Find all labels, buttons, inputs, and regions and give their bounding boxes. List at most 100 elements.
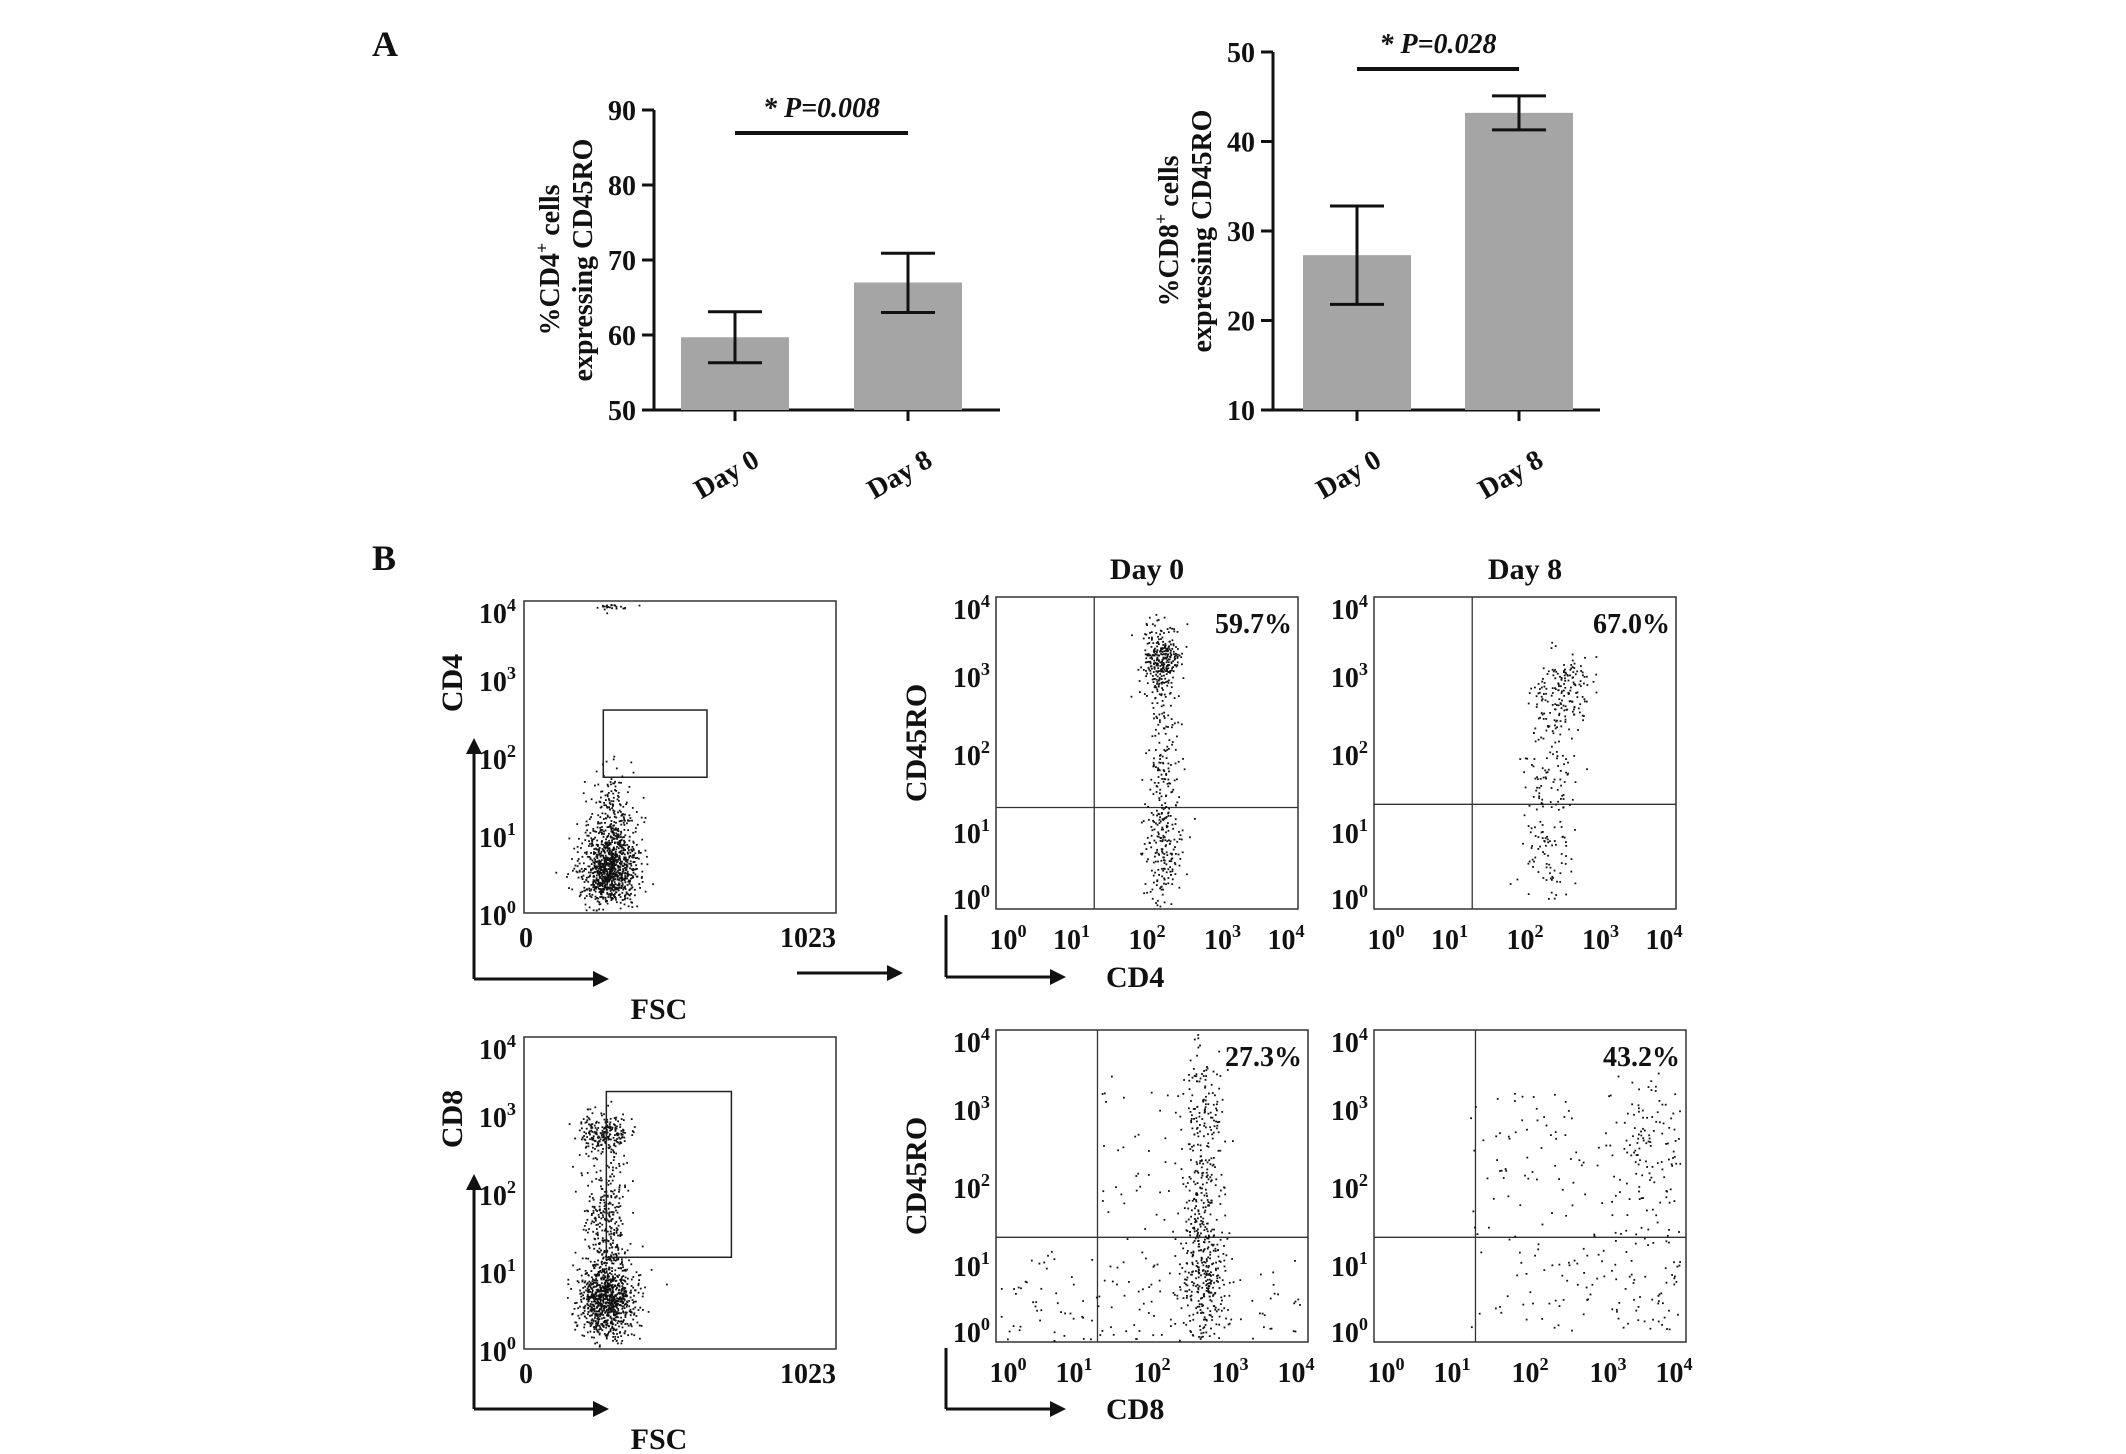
scatter-point: [1043, 1261, 1046, 1264]
scatter-point: [1575, 1151, 1578, 1154]
scatter-point: [610, 800, 613, 803]
scatter-point: [599, 1303, 602, 1306]
scatter-point: [622, 805, 625, 808]
scatter-point: [1530, 687, 1533, 690]
scatter-point: [1176, 735, 1178, 738]
scatter-point: [1208, 1092, 1210, 1095]
scatter-point: [604, 1334, 607, 1337]
scatter-point: [1201, 1073, 1203, 1075]
scatter-point: [1670, 1163, 1673, 1166]
scatter-point: [1162, 761, 1164, 764]
scatter-point: [1201, 1118, 1204, 1120]
scatter-point: [1676, 1265, 1679, 1268]
scatter-point: [1156, 880, 1158, 883]
scatter-point: [1232, 1140, 1234, 1142]
scatter-point: [1630, 1260, 1633, 1262]
scatter-point: [1164, 677, 1167, 680]
scatter-point: [604, 1131, 606, 1133]
scatter-point: [1535, 706, 1538, 708]
scatter-point: [615, 1167, 618, 1169]
scatter-point: [1195, 1199, 1197, 1201]
scatter-point: [1152, 861, 1155, 864]
scatter-point: [1211, 1228, 1214, 1231]
scatter-point: [615, 1279, 618, 1282]
scatter-point: [601, 1133, 604, 1136]
scatter-point: [591, 1308, 594, 1311]
scatter-point: [1652, 1130, 1655, 1132]
scatter-point: [629, 898, 632, 901]
scatter-point: [1668, 1309, 1670, 1312]
scatter-point: [1576, 691, 1579, 694]
scatter-point: [610, 1162, 612, 1164]
scatter-point: [614, 837, 616, 840]
scatter-point: [1192, 1227, 1194, 1229]
scatter-point: [592, 838, 595, 841]
scatter-point: [1223, 1307, 1226, 1310]
scatter-point: [605, 1287, 608, 1290]
scatter-point: [1166, 628, 1169, 630]
scatter-point: [605, 1296, 608, 1298]
scatter-point: [639, 887, 641, 889]
scatter-point: [1171, 790, 1174, 793]
scatter-point: [1159, 820, 1162, 823]
y-axis-label: CD8: [436, 1090, 469, 1148]
scatter-point: [1162, 819, 1165, 821]
scatter-point: [1545, 777, 1547, 780]
scatter-point: [630, 1263, 633, 1266]
scatter-point: [1198, 1213, 1201, 1215]
scatter-point: [1191, 1114, 1193, 1117]
scatter-point: [1221, 1309, 1223, 1312]
scatter-point: [1554, 1131, 1557, 1133]
scatter-point: [626, 1323, 629, 1325]
scatter-point: [606, 1118, 609, 1121]
scatter-point: [1147, 858, 1149, 861]
scatter-point: [1555, 720, 1558, 723]
scatter-point: [1552, 753, 1554, 756]
scatter-point: [586, 829, 588, 832]
scatter-point: [1163, 657, 1165, 660]
scatter-point: [585, 1121, 588, 1123]
scatter-point: [630, 862, 632, 865]
scatter-point: [1534, 740, 1537, 743]
scatter-point: [1199, 1338, 1202, 1340]
scatter-point: [1583, 1272, 1585, 1274]
scatter-point: [1212, 1235, 1215, 1238]
scatter-point: [619, 872, 621, 874]
scatter-point: [618, 1282, 620, 1285]
scatter-point: [616, 1246, 619, 1248]
scatter-point: [587, 1210, 589, 1213]
y-tick-label: 104: [479, 595, 516, 630]
scatter-point: [607, 1284, 609, 1287]
scatter-point: [607, 815, 609, 818]
scatter-point: [1541, 831, 1544, 833]
scatter-point: [1595, 656, 1598, 658]
scatter-point: [597, 822, 599, 825]
scatter-point: [1277, 1293, 1279, 1296]
scatter-point: [610, 1237, 613, 1240]
scatter-point: [595, 1219, 597, 1222]
scatter-point: [613, 1317, 615, 1320]
scatter-point: [1551, 1264, 1554, 1267]
scatter-point: [595, 1312, 597, 1315]
scatter-point: [1151, 638, 1153, 641]
x-tick-label: 103: [1582, 921, 1619, 956]
scatter-point: [609, 892, 612, 895]
scatter-point: [592, 1319, 595, 1322]
y-tick-label: 104: [953, 1024, 990, 1059]
scatter-point: [605, 1320, 608, 1323]
scatter-point: [1206, 1199, 1209, 1201]
scatter-point: [1164, 643, 1167, 645]
scatter-point: [1166, 653, 1169, 656]
scatter-point: [593, 1124, 596, 1127]
scatter-point: [1200, 1312, 1202, 1314]
scatter-point: [1172, 670, 1175, 673]
scatter-point: [626, 1294, 628, 1297]
scatter-point: [1640, 1197, 1643, 1200]
scatter-point: [633, 868, 636, 871]
scatter-point: [601, 1223, 604, 1226]
scatter-point: [590, 1324, 593, 1326]
scatter-point: [1557, 689, 1560, 691]
scatter-point: [1647, 1140, 1650, 1143]
scatter-point: [1167, 646, 1170, 649]
scatter-point: [609, 1145, 612, 1148]
